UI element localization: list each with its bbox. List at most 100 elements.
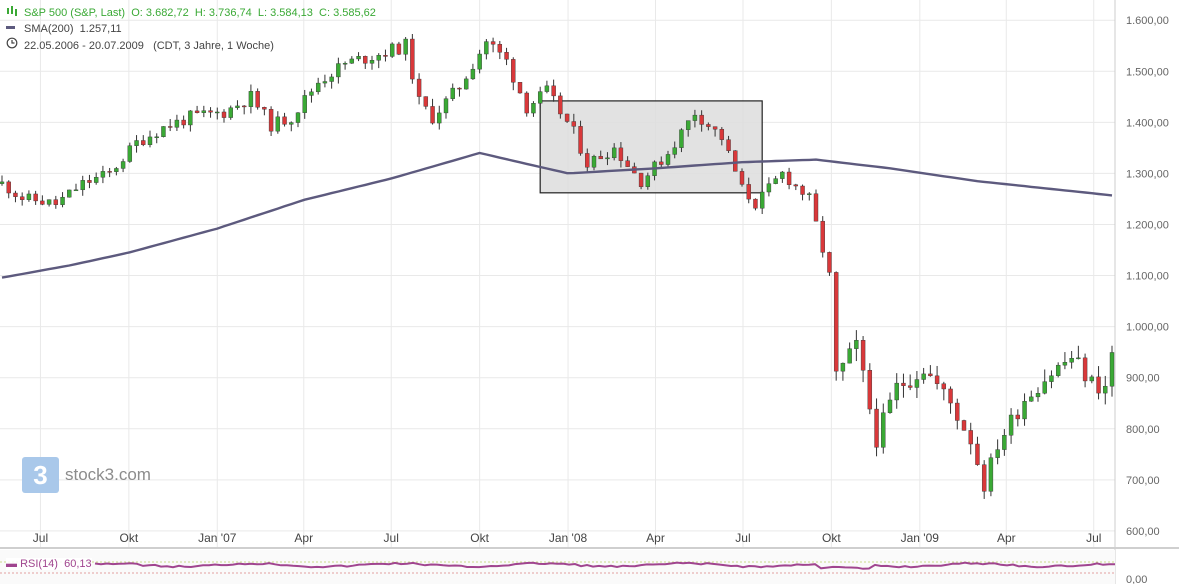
candle-down[interactable] [934,375,940,384]
candle-up[interactable] [93,177,99,183]
candle-up[interactable] [894,382,899,401]
candle-up[interactable] [759,191,765,209]
candle-up[interactable] [605,157,610,160]
candle-up[interactable] [1035,393,1041,398]
candle-up[interactable] [484,41,489,55]
candle-up[interactable] [289,122,294,125]
candle-down[interactable] [948,388,953,404]
candle-up[interactable] [188,110,193,126]
candle-down[interactable] [208,110,213,113]
candle-down[interactable] [167,126,173,128]
candle-up[interactable] [349,58,355,64]
candle-down[interactable] [961,420,967,431]
candle-down[interactable] [423,96,429,107]
candle-up[interactable] [201,110,207,113]
candle-down[interactable] [33,193,38,202]
candle-down[interactable] [19,196,25,200]
candle-up[interactable] [154,136,159,139]
candle-down[interactable] [699,114,704,125]
candle-down[interactable] [181,119,186,126]
candle-down[interactable] [524,92,529,114]
candle-down[interactable] [457,87,462,90]
candle-down[interactable] [820,220,825,253]
candle-down[interactable] [827,252,832,273]
candle-up[interactable] [215,111,220,114]
candle-up[interactable] [389,43,395,57]
candle-up[interactable] [847,348,852,364]
candle-down[interactable] [578,126,583,154]
candle-down[interactable] [585,153,590,168]
candle-up[interactable] [1069,358,1074,363]
candle-up[interactable] [46,199,52,205]
candle-up[interactable] [672,147,677,155]
candle-down[interactable] [874,408,879,448]
candle-down[interactable] [739,171,745,185]
candle-up[interactable] [463,78,469,90]
candle-up[interactable] [1042,381,1047,394]
candle-up[interactable] [887,399,893,413]
candle-up[interactable] [369,60,375,64]
candle-down[interactable] [638,172,644,187]
candle-up[interactable] [134,140,139,146]
candle-down[interactable] [955,402,960,421]
candle-down[interactable] [410,38,415,80]
candle-up[interactable] [275,116,281,132]
candle-up[interactable] [840,362,846,372]
candle-up[interactable] [1062,362,1068,366]
candle-down[interactable] [733,150,738,172]
candle-up[interactable] [376,55,381,61]
candle-up[interactable] [67,189,72,198]
candle-up[interactable] [302,95,307,113]
candle-up[interactable] [127,145,133,162]
candle-down[interactable] [551,85,556,97]
candle-down[interactable] [396,43,402,55]
candle-up[interactable] [1089,376,1095,382]
candle-down[interactable] [941,383,947,390]
candle-down[interactable] [800,185,805,195]
candle-down[interactable] [558,95,563,115]
candle-up[interactable] [692,114,698,121]
candle-down[interactable] [255,91,260,108]
candle-down[interactable] [268,109,274,132]
candle-up[interactable] [921,373,926,380]
candle-up[interactable] [26,193,32,200]
candle-down[interactable] [1015,414,1021,420]
candle-down[interactable] [833,272,839,372]
candle-down[interactable] [504,52,509,60]
candle-down[interactable] [53,199,59,205]
candle-up[interactable] [161,126,166,138]
candle-up[interactable] [1055,364,1061,376]
candle-down[interactable] [511,59,516,83]
candle-down[interactable] [571,121,577,127]
candle-down[interactable] [416,78,422,97]
plot-area[interactable] [0,0,1115,548]
candle-up[interactable] [147,136,153,145]
candle-down[interactable] [867,370,873,410]
candle-up[interactable] [309,91,314,96]
candle-up[interactable] [881,412,886,448]
candle-up[interactable] [114,168,119,172]
candle-down[interactable] [907,385,913,388]
candle-down[interactable] [901,382,906,386]
candle-down[interactable] [786,171,792,185]
candle-down[interactable] [860,340,866,371]
candle-down[interactable] [659,161,664,165]
candle-up[interactable] [100,171,106,178]
candle-up[interactable] [1022,401,1027,420]
candle-up[interactable] [248,91,254,107]
candle-up[interactable] [773,178,778,184]
candle-down[interactable] [430,106,435,124]
candle-up[interactable] [807,193,812,195]
candle-up[interactable] [995,449,1000,458]
candle-up[interactable] [766,183,772,193]
candle-up[interactable] [322,81,328,84]
candle-down[interactable] [753,198,758,209]
candle-down[interactable] [981,464,987,492]
candle-up[interactable] [235,105,240,108]
candle-down[interactable] [87,180,92,183]
stock3-logo[interactable]: 3 stock3.com [22,457,151,493]
candle-up[interactable] [0,181,5,184]
candle-up[interactable] [174,119,180,128]
candle-down[interactable] [793,184,799,187]
